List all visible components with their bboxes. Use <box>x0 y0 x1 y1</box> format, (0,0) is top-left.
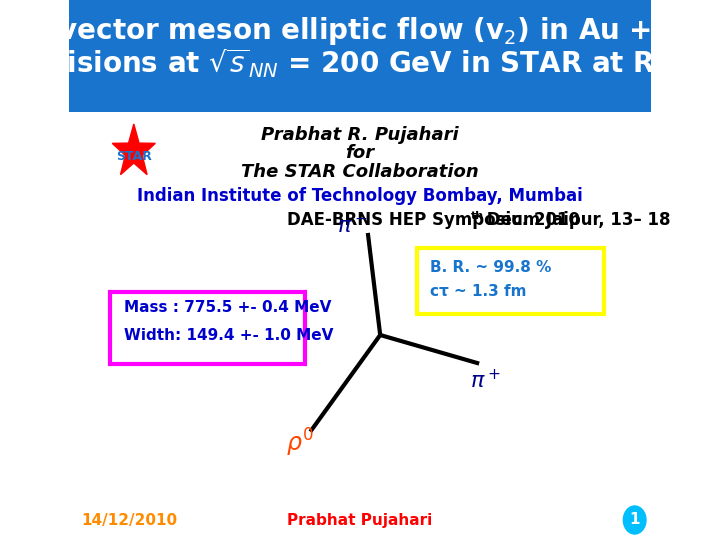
Text: th: th <box>471 211 484 221</box>
Text: 1: 1 <box>629 512 640 528</box>
Text: for: for <box>346 144 374 162</box>
Text: Prabhat R. Pujahari: Prabhat R. Pujahari <box>261 126 459 144</box>
Text: STAR: STAR <box>116 150 152 163</box>
Text: The STAR Collaboration: The STAR Collaboration <box>241 163 479 181</box>
Text: $\pi^-$: $\pi^-$ <box>336 217 367 237</box>
Text: Dec. 2010: Dec. 2010 <box>481 211 580 229</box>
FancyBboxPatch shape <box>109 292 305 364</box>
Text: cτ ~ 1.3 fm: cτ ~ 1.3 fm <box>431 285 527 300</box>
FancyBboxPatch shape <box>417 248 604 314</box>
Text: Prabhat Pujahari: Prabhat Pujahari <box>287 513 433 528</box>
Text: Mass : 775.5 +- 0.4 MeV: Mass : 775.5 +- 0.4 MeV <box>124 300 331 315</box>
Text: Indian Institute of Technology Bombay, Mumbai: Indian Institute of Technology Bombay, M… <box>137 187 583 205</box>
Text: $\pi^+$: $\pi^+$ <box>470 368 500 392</box>
Text: DAE-BRNS HEP Symposium Jaipur, 13– 18: DAE-BRNS HEP Symposium Jaipur, 13– 18 <box>287 211 671 229</box>
Text: B. R. ~ 99.8 %: B. R. ~ 99.8 % <box>431 260 552 275</box>
Text: $\rho^0$: $\rho^0$ <box>286 427 313 459</box>
Polygon shape <box>112 124 156 174</box>
Text: $\rho^0$ vector meson elliptic flow (v$_2$) in Au + Au: $\rho^0$ vector meson elliptic flow (v$_… <box>17 12 703 48</box>
Circle shape <box>624 506 646 534</box>
Text: collisions at $\sqrt{s}_{NN}$ = 200 GeV in STAR at RHIC: collisions at $\sqrt{s}_{NN}$ = 200 GeV … <box>12 46 708 80</box>
Text: 14/12/2010: 14/12/2010 <box>81 513 177 528</box>
FancyBboxPatch shape <box>69 0 651 112</box>
Text: Width: 149.4 +- 1.0 MeV: Width: 149.4 +- 1.0 MeV <box>124 327 333 342</box>
